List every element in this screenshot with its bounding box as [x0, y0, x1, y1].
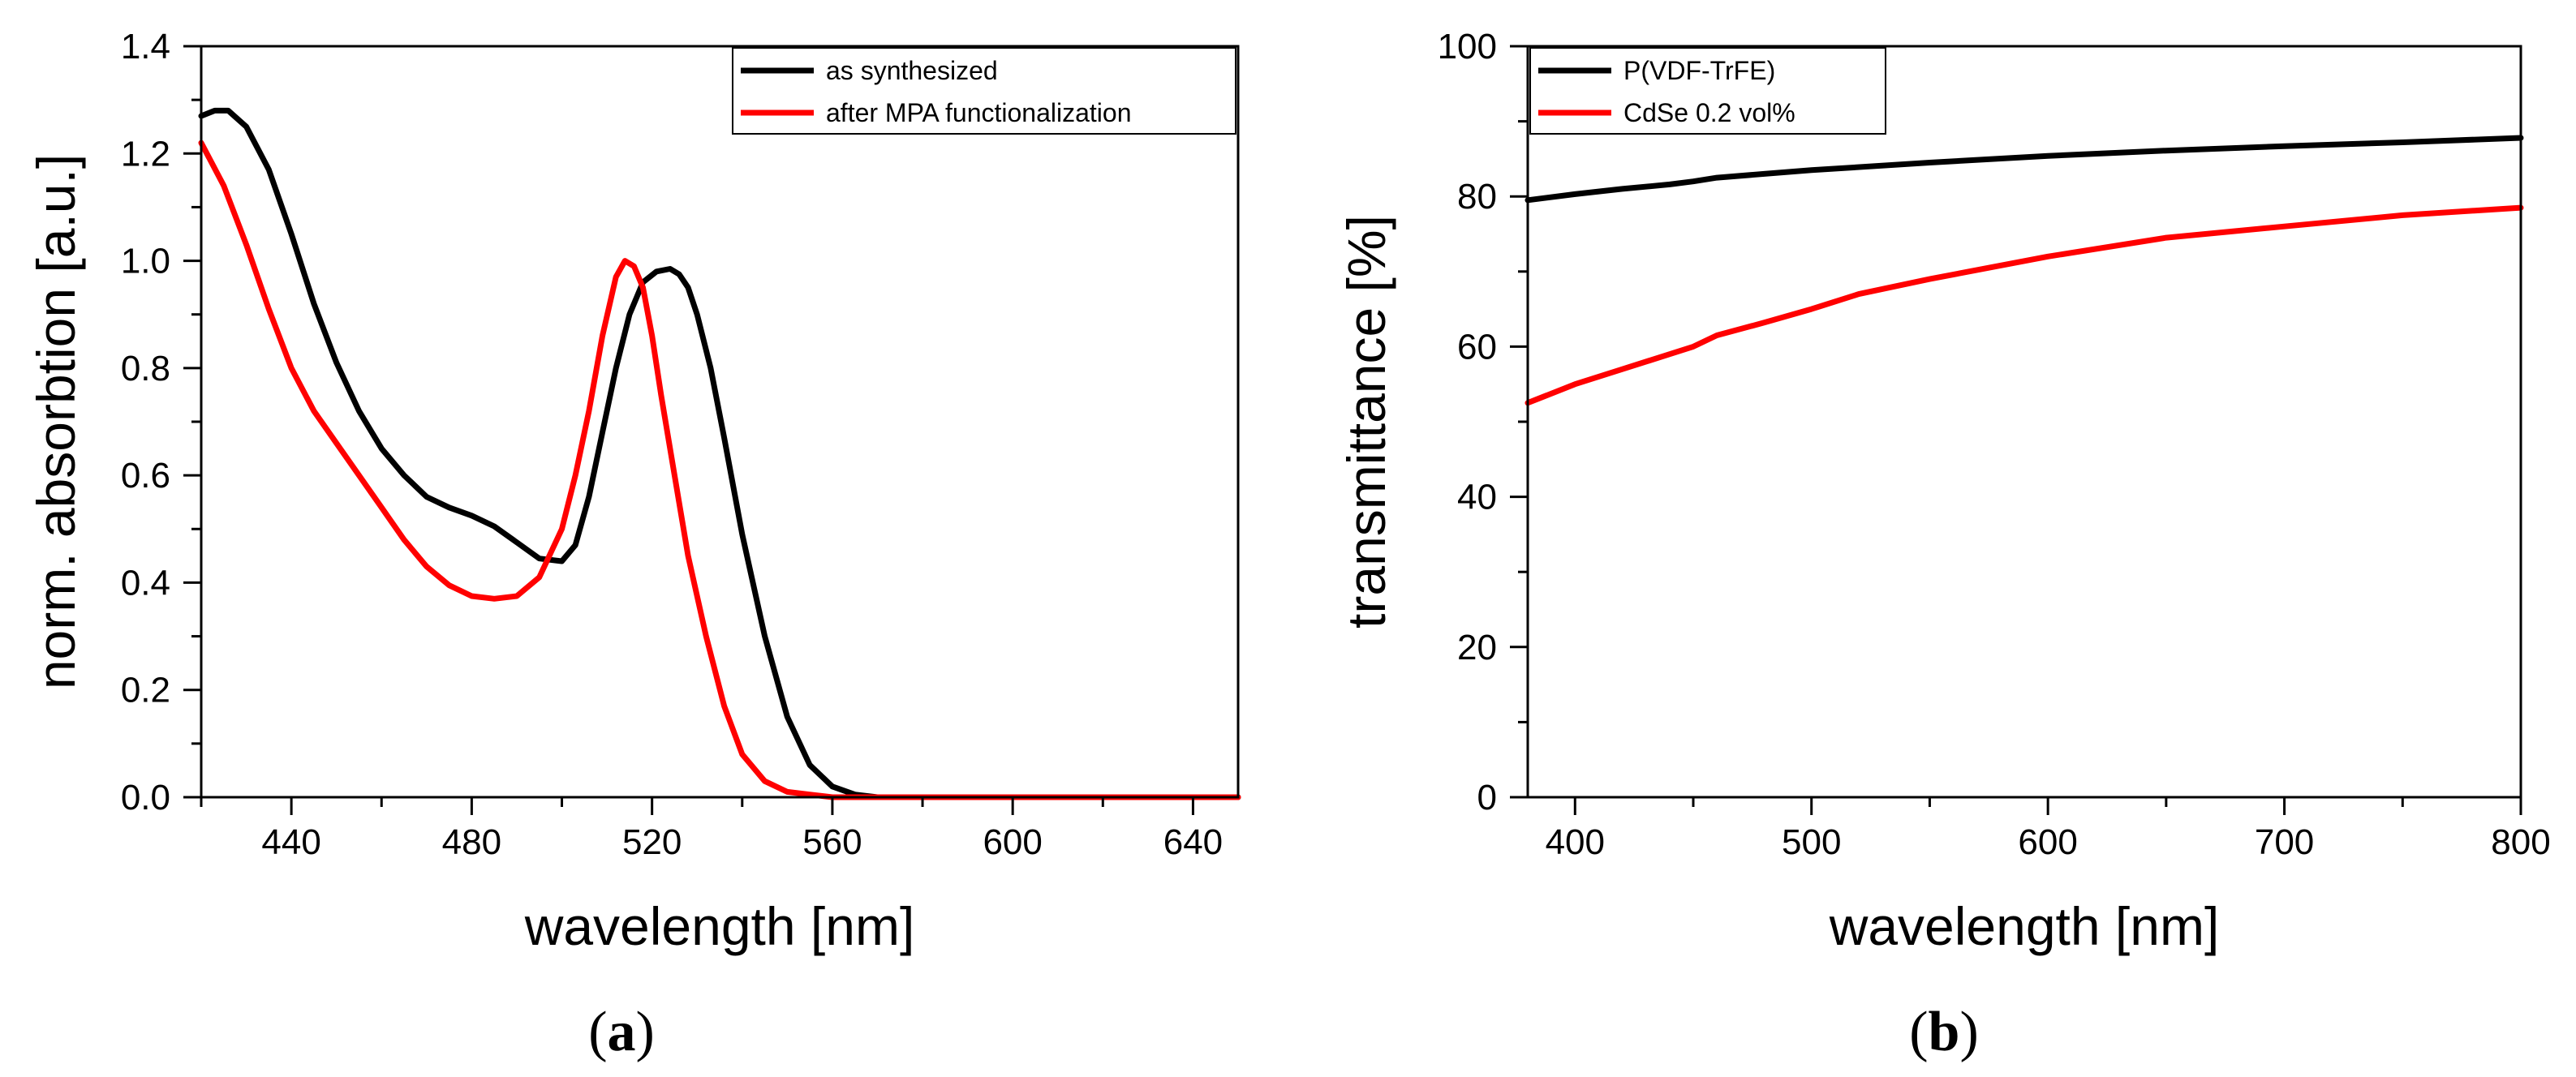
panel-a-y-axis-title: norm. absorbtion [a.u.] — [26, 154, 86, 689]
y-tick-label: 1.4 — [121, 27, 170, 67]
panel-label-b: (b) — [1909, 1001, 1979, 1063]
panel-b-plot-frame — [1526, 45, 2522, 799]
x-tick-label: 480 — [442, 822, 501, 862]
series-line-after-mpa-functionalization — [198, 139, 1241, 800]
y-tick-label: 100 — [1438, 27, 1497, 67]
y-tick-label: 40 — [1457, 478, 1497, 517]
x-tick-label: 600 — [2018, 822, 2077, 862]
panel-a-x-axis-title: wavelength [nm] — [524, 896, 915, 956]
x-tick-label: 520 — [622, 822, 682, 862]
series-line-as-synthesized — [198, 107, 1241, 800]
y-tick-label: 0.6 — [121, 456, 170, 496]
panel-b-series-layer — [1525, 135, 2524, 406]
y-tick-label: 20 — [1457, 628, 1497, 667]
x-tick-label: 600 — [983, 822, 1042, 862]
y-tick-label: 0.4 — [121, 563, 170, 603]
y-tick-label: 0.0 — [121, 778, 170, 817]
panel-b-legend-label-cdse: CdSe 0.2 vol% — [1623, 98, 1795, 127]
panel-a-legend-box — [732, 47, 1236, 135]
panel-a-series-layer — [198, 107, 1241, 800]
x-tick-label: 400 — [1546, 822, 1605, 862]
y-tick-label: 1.0 — [121, 242, 170, 281]
panel-a-chart: 440 480 520 560 600 640 0.0 0.2 0.4 0.6 0.8 1.0 1.2 1… — [26, 27, 1241, 956]
panel-a-ticks-layer — [183, 45, 1194, 815]
panel-b-ticks-layer — [1510, 45, 2522, 815]
panel-b-legend: P(VDF-TrFE) CdSe 0.2 vol% — [1529, 47, 1886, 135]
y-tick-label: 0.2 — [121, 671, 170, 710]
panel-a-legend-label-after-mpa: after MPA functionalization — [826, 98, 1132, 127]
panel-b-y-axis-title: transmittance [%] — [1336, 215, 1396, 629]
panel-a-legend: as synthesized after MPA functionalizati… — [732, 47, 1236, 135]
panel-label-a: (a) — [588, 1001, 655, 1063]
y-tick-label: 0.8 — [121, 349, 170, 388]
x-tick-label: 500 — [1782, 822, 1841, 862]
series-line-p-vdf-trfe — [1525, 135, 2524, 204]
panel-b-legend-label-pvdf-trfe: P(VDF-TrFE) — [1623, 56, 1775, 85]
panel-b-tick-labels: 400 500 600 700 800 0 20 40 60 80 100 — [1438, 27, 2551, 862]
x-tick-label: 440 — [261, 822, 320, 862]
x-tick-label: 560 — [802, 822, 862, 862]
panel-a-plot-frame — [200, 45, 1240, 799]
y-tick-label: 0 — [1477, 778, 1497, 817]
series-line-cdse-0-2-vol — [1525, 204, 2524, 406]
x-tick-label: 800 — [2491, 822, 2550, 862]
y-tick-label: 60 — [1457, 327, 1497, 367]
y-tick-label: 80 — [1457, 177, 1497, 217]
x-tick-label: 640 — [1163, 822, 1223, 862]
panel-b-x-axis-title: wavelength [nm] — [1829, 896, 2220, 956]
panel-a-tick-labels: 440 480 520 560 600 640 0.0 0.2 0.4 0.6 0.8 1.0 1.2 1… — [121, 27, 1223, 862]
x-tick-label: 700 — [2255, 822, 2314, 862]
panel-b-chart: 400 500 600 700 800 0 20 40 60 80 100 wavelength [… — [1336, 27, 2551, 956]
panel-b-legend-box — [1529, 47, 1886, 135]
y-tick-label: 1.2 — [121, 134, 170, 174]
panel-a-legend-label-as-synthesized: as synthesized — [826, 56, 998, 85]
